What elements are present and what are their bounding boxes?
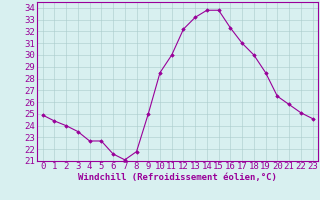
X-axis label: Windchill (Refroidissement éolien,°C): Windchill (Refroidissement éolien,°C) — [78, 173, 277, 182]
